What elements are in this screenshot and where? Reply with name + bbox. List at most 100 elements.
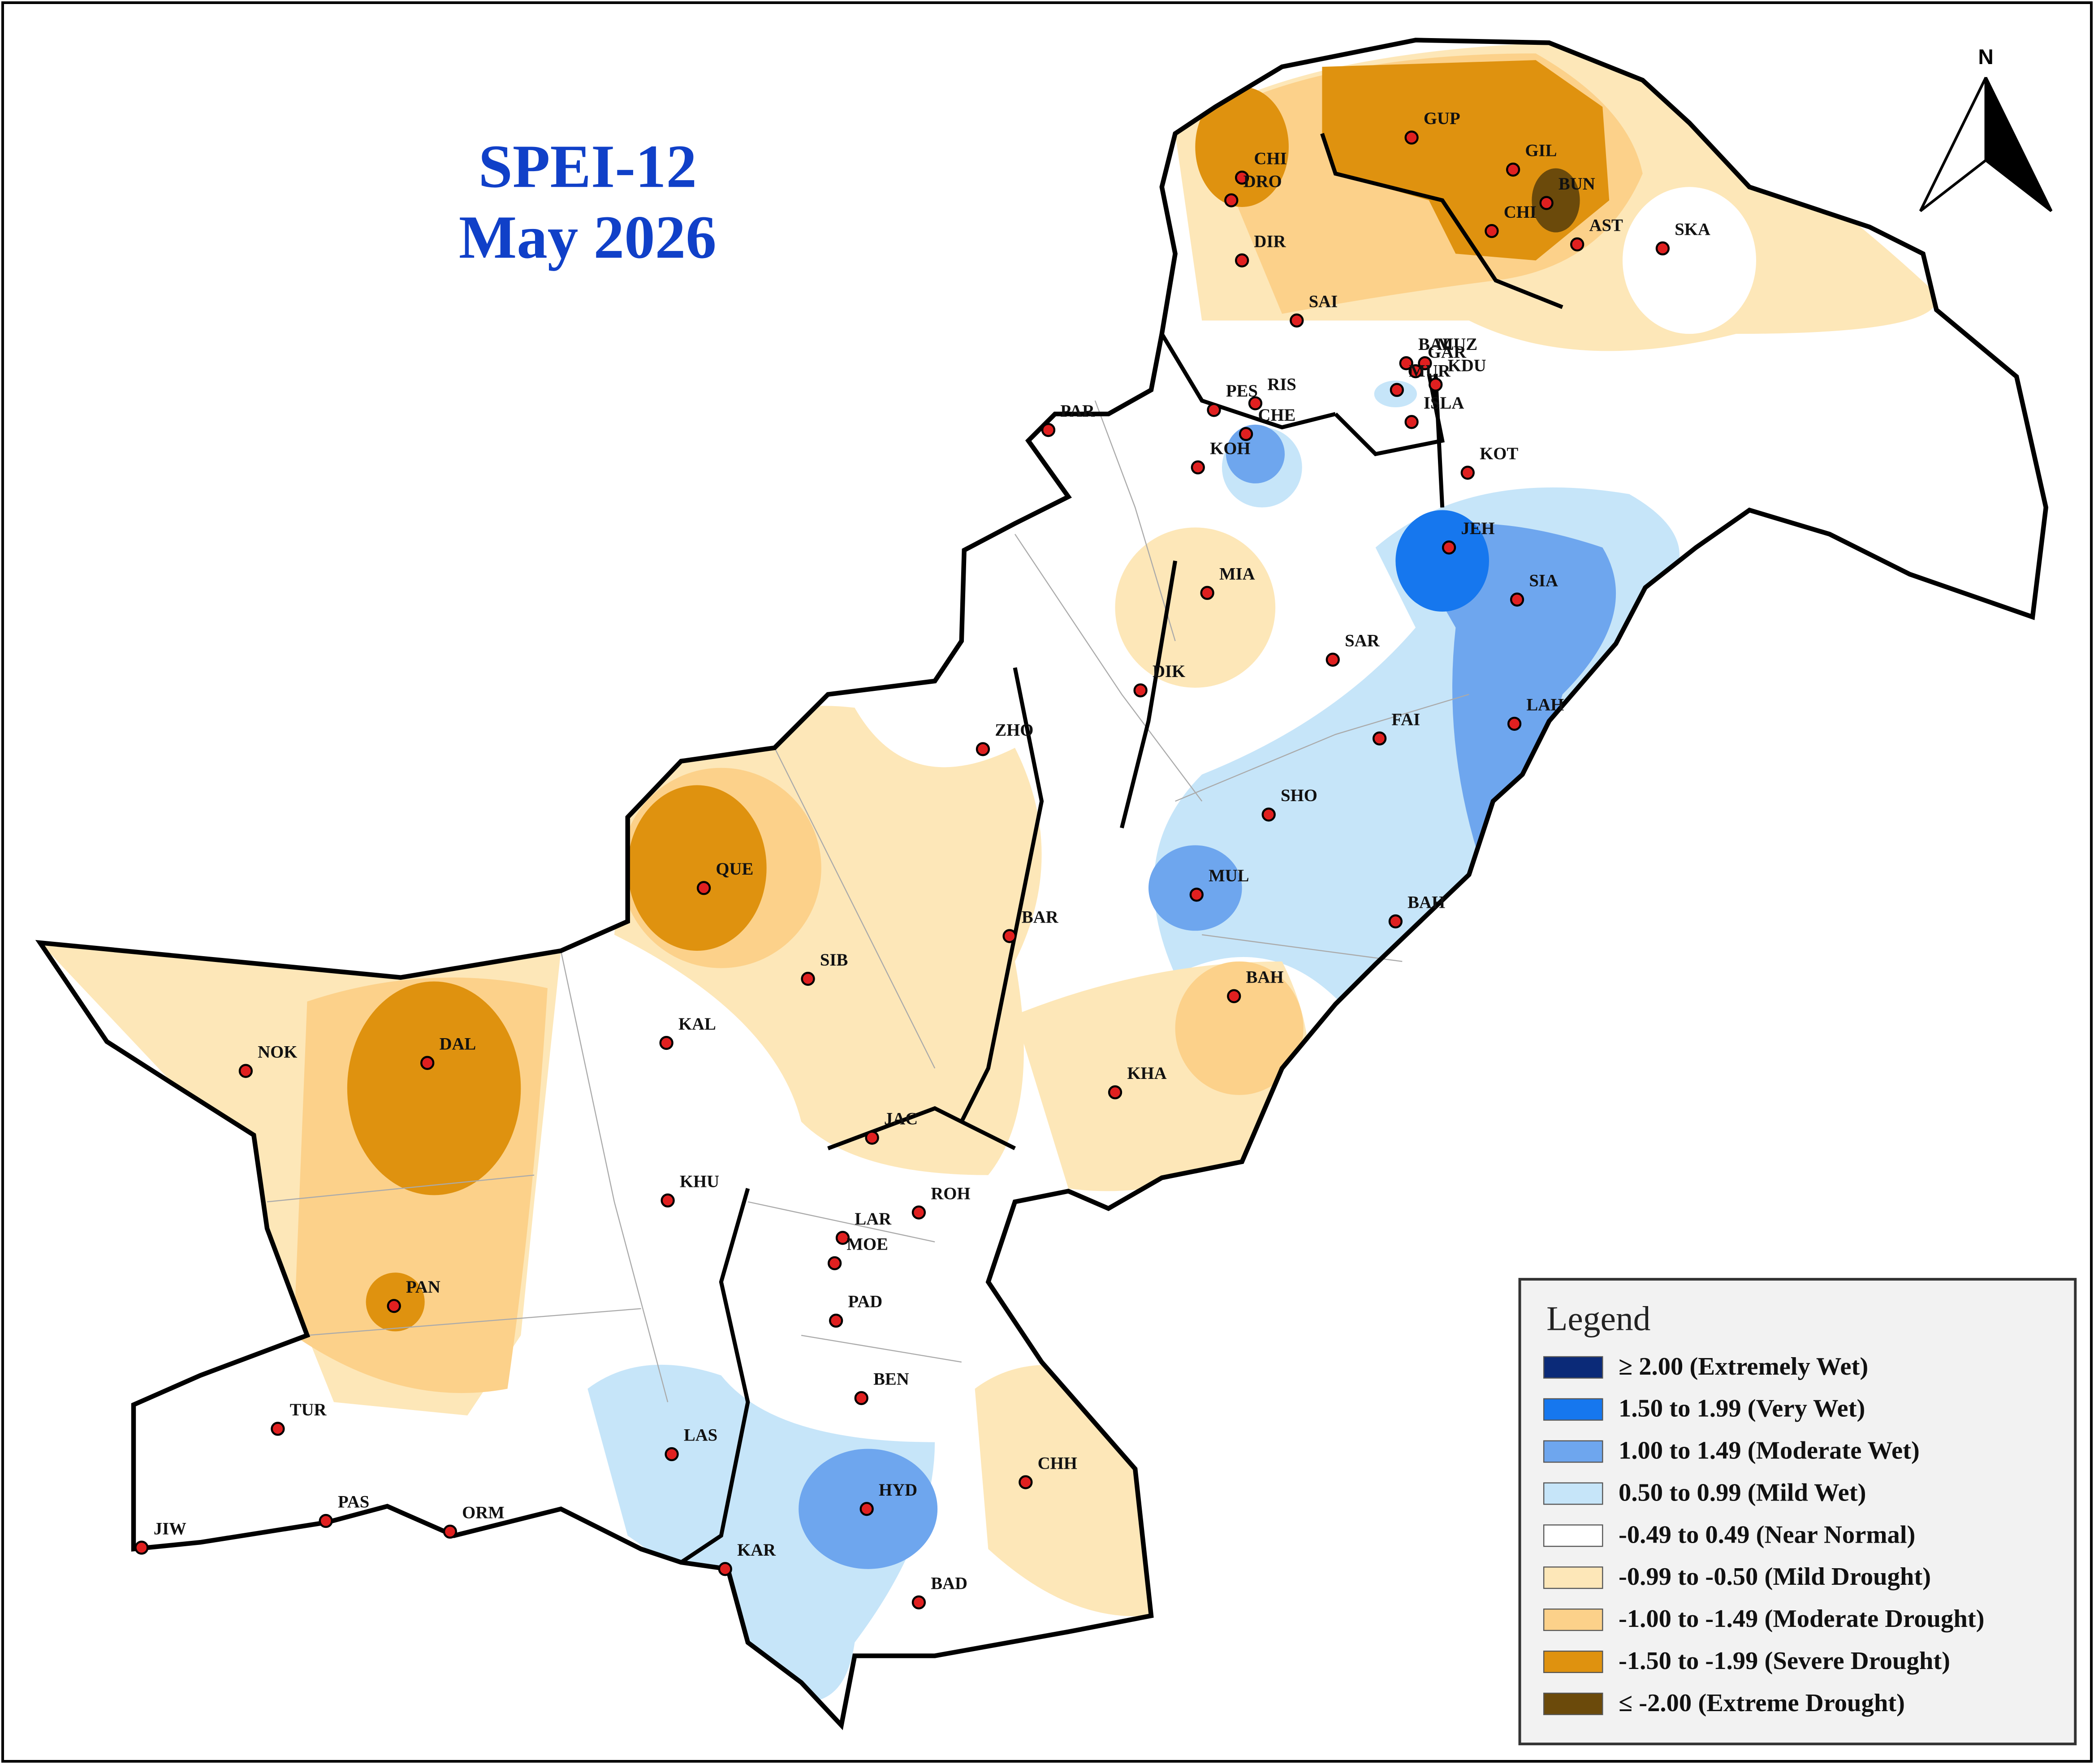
station-label: MOE [846, 1235, 888, 1254]
station-dot [1408, 364, 1423, 379]
station-label: CHI [1504, 203, 1537, 222]
station-label: KHU [680, 1172, 719, 1191]
legend-label: 1.00 to 1.49 (Moderate Wet) [1619, 1437, 1920, 1465]
station-label: BAH [1246, 968, 1284, 987]
station-dot [1399, 356, 1413, 371]
legend-swatch [1543, 1440, 1603, 1463]
station-dot [1133, 683, 1148, 698]
station-dot [1235, 170, 1249, 185]
station-label: LAS [684, 1426, 717, 1445]
station-dot [1507, 716, 1522, 731]
station-label: MUL [1209, 866, 1249, 885]
station-dot [443, 1524, 457, 1539]
station-dot [1404, 130, 1419, 145]
station-dot [1404, 415, 1419, 429]
station-dot [1506, 162, 1520, 177]
station-dot [1290, 313, 1304, 328]
station-label: BAL [1418, 335, 1454, 354]
legend-swatch [1543, 1692, 1603, 1715]
station-dot [387, 1299, 401, 1313]
station-label: SIB [820, 950, 848, 970]
station-label: BAH [1408, 893, 1445, 912]
station-dot [1372, 731, 1387, 746]
station-dot [1460, 466, 1475, 480]
station-dot [1390, 383, 1404, 397]
station-dot [911, 1205, 926, 1220]
station-dot [859, 1502, 874, 1516]
legend-swatch [1543, 1356, 1603, 1379]
station-dot [1239, 427, 1253, 441]
station-label: ORM [462, 1503, 505, 1522]
station-label: PAS [338, 1492, 369, 1512]
station-label: LAR [855, 1209, 892, 1229]
station-label: BEN [873, 1370, 909, 1389]
legend-label: -0.99 to -0.50 (Mild Drought) [1619, 1563, 1931, 1591]
station-dot [911, 1595, 926, 1609]
station-label: MIA [1219, 564, 1255, 583]
station-label: SHO [1281, 786, 1317, 805]
station-dot [1485, 224, 1499, 238]
station-label: SIA [1529, 571, 1558, 590]
station-dot [827, 1256, 842, 1271]
station-dot [1248, 396, 1263, 410]
station-label: JAC [884, 1109, 918, 1128]
station-dot [659, 1035, 674, 1050]
station-dot [665, 1447, 679, 1462]
map-title: SPEI-12 [479, 132, 697, 200]
station-label: PAD [848, 1292, 882, 1311]
station-dot [1570, 237, 1585, 252]
station-dot [1655, 241, 1670, 256]
map-subtitle: May 2026 [459, 203, 717, 271]
station-dot [1191, 460, 1205, 474]
station-label: RIS [1267, 375, 1296, 394]
station-dot [1002, 929, 1017, 943]
station-dot [271, 1422, 285, 1436]
legend-swatch [1543, 1566, 1603, 1589]
legend-swatch [1543, 1398, 1603, 1421]
station-label: JEH [1461, 519, 1494, 538]
station-dot [1200, 586, 1214, 600]
station-label: KHA [1127, 1064, 1166, 1083]
station-label: BAR [1022, 907, 1059, 927]
station-label: SAI [1309, 292, 1338, 311]
legend-label: ≤ -2.00 (Extreme Drought) [1619, 1689, 1905, 1717]
station-dot [854, 1391, 868, 1406]
station-label: GAR [1428, 343, 1467, 362]
station-label: DIK [1153, 662, 1185, 681]
legend-label: -0.49 to 0.49 (Near Normal) [1619, 1521, 1915, 1548]
station-label: SAR [1345, 631, 1380, 650]
station-label: LAH [1526, 695, 1564, 715]
legend-swatch [1543, 1524, 1603, 1547]
station-dot [420, 1056, 435, 1070]
station-dot [829, 1313, 843, 1328]
station-dot [801, 971, 815, 986]
station-label: NOK [258, 1042, 297, 1061]
north-label: N [1978, 45, 1993, 69]
station-label: BUN [1559, 174, 1595, 194]
station-dot [976, 742, 990, 756]
station-label: PAR [1060, 401, 1095, 421]
station-dot [1388, 914, 1403, 929]
station-dot [1207, 403, 1221, 417]
station-dot [1325, 652, 1340, 667]
station-label: JIW [154, 1519, 186, 1538]
station-dot [835, 1231, 850, 1245]
legend-label: ≥ 2.00 (Extremely Wet) [1619, 1353, 1868, 1380]
station-label: ZHO [995, 720, 1033, 740]
station-label: ROH [931, 1184, 970, 1203]
legend-label: 0.50 to 0.99 (Mild Wet) [1619, 1479, 1866, 1506]
station-dot [1019, 1475, 1033, 1489]
station-dot [718, 1562, 732, 1576]
station-dot [865, 1130, 879, 1145]
station-label: KDU [1448, 356, 1486, 375]
station-label: DIR [1254, 232, 1286, 251]
station-label: MUR [1409, 361, 1451, 380]
station-dot [134, 1540, 149, 1555]
station-label: CHE [1258, 405, 1295, 425]
station-label: KAR [737, 1540, 776, 1560]
station-dot [1429, 377, 1443, 392]
station-label: KAL [678, 1014, 716, 1034]
